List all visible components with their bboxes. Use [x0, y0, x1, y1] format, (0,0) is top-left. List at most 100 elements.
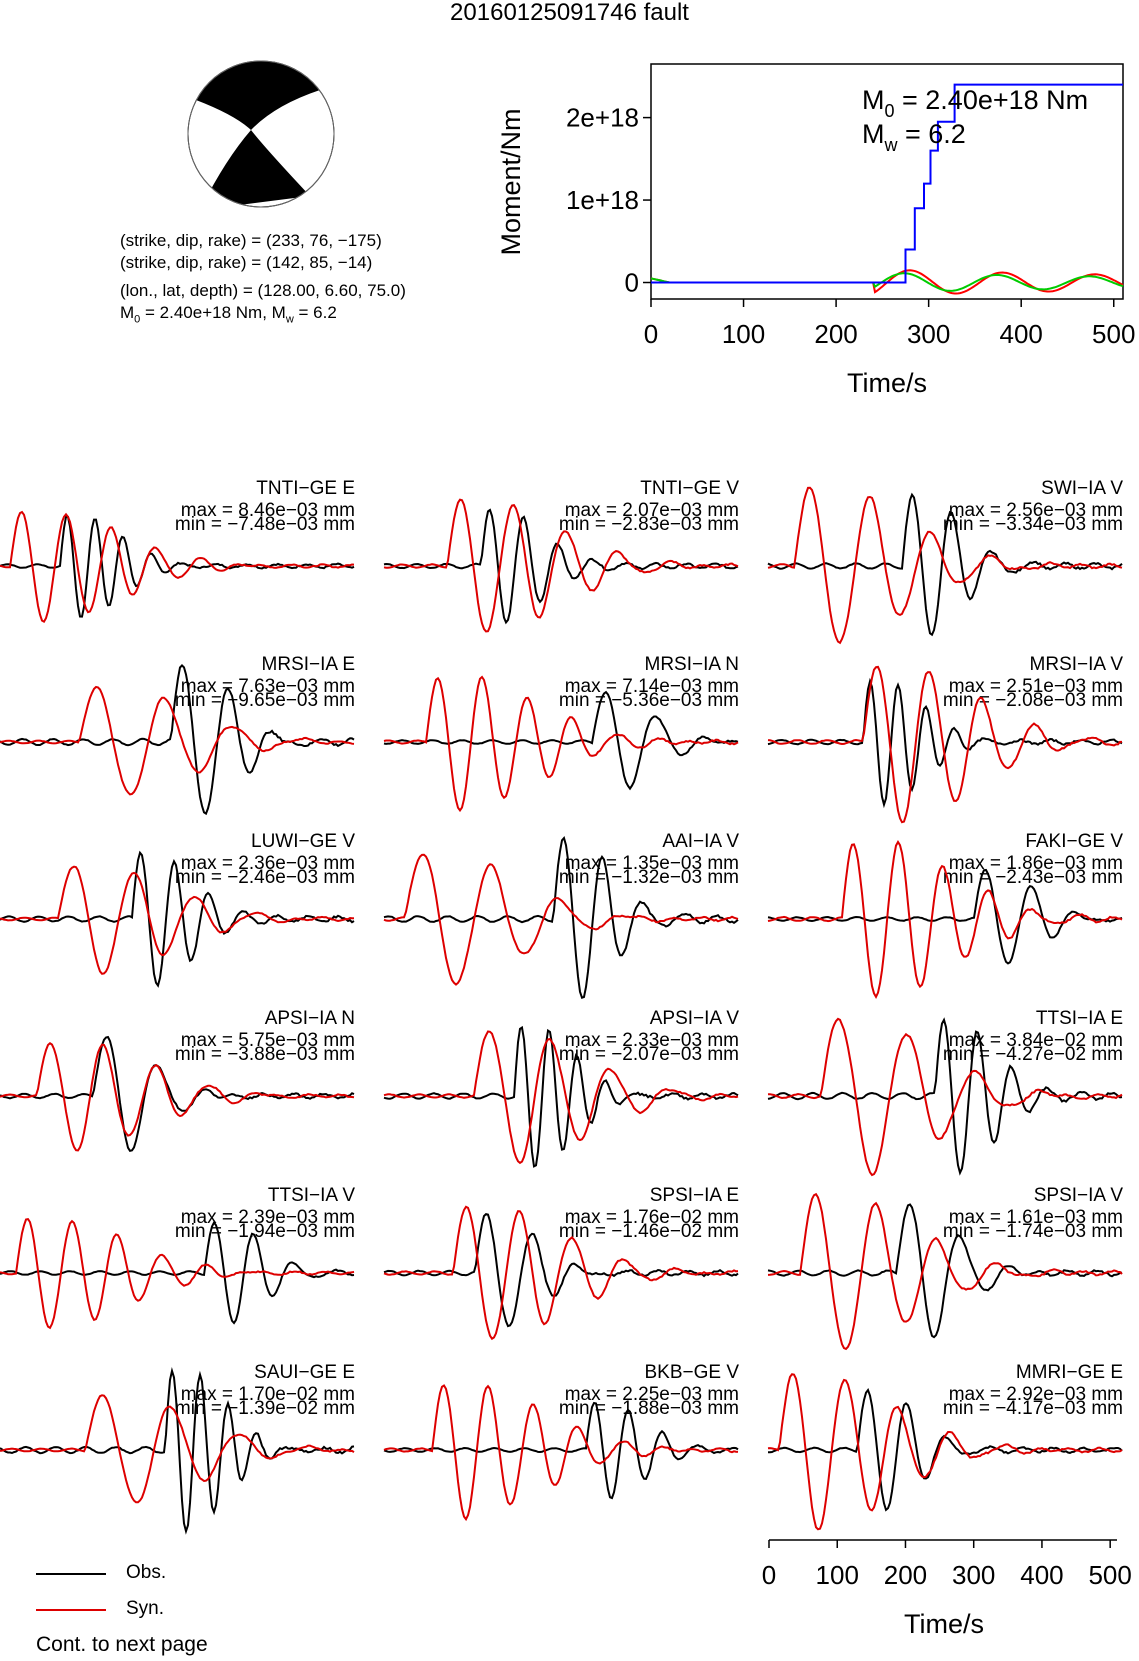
- min-amplitude: min = −1.74e−03 mm: [943, 1221, 1123, 1242]
- fault-plane-2: (strike, dip, rake) = (142, 85, −14): [120, 253, 373, 272]
- min-amplitude: min = −4.27e−02 mm: [943, 1044, 1123, 1065]
- legend-syn-swatch: [36, 1609, 106, 1611]
- source-parameters: (strike, dip, rake) = (233, 76, −175) (s…: [120, 230, 406, 330]
- fault-plane-1: (strike, dip, rake) = (233, 76, −175): [120, 231, 382, 250]
- synthetic-waveform: [0, 1217, 355, 1330]
- synthetic-waveform: [383, 853, 739, 986]
- observed-waveform: [0, 1220, 355, 1325]
- min-amplitude: min = −1.88e−03 mm: [559, 1398, 739, 1419]
- synthetic-waveform: [0, 510, 355, 624]
- observed-waveform: [383, 1025, 739, 1168]
- x-tick-label: 0: [644, 319, 658, 349]
- synthetic-waveform: [767, 840, 1123, 1000]
- station-label: FAKI−GE V: [1025, 831, 1123, 852]
- observed-waveform: [0, 663, 355, 816]
- observed-waveform: [767, 1017, 1123, 1176]
- synthetic-waveform: [383, 1205, 739, 1341]
- min-amplitude: min = −9.65e−03 mm: [175, 690, 355, 711]
- max-amplitude: max = 1.76e−02 mm: [565, 1207, 739, 1228]
- synthetic-waveform: [383, 498, 739, 633]
- station-label: TNTI−GE E: [256, 478, 355, 499]
- legend-syn: Syn.: [36, 1598, 236, 1622]
- max-amplitude: max = 1.35e−03 mm: [565, 853, 739, 874]
- trace-x-tick-label: 100: [816, 1560, 859, 1590]
- min-amplitude: min = −1.39e−02 mm: [175, 1398, 355, 1419]
- station-label: TTSI−IA E: [1036, 1008, 1123, 1029]
- synthetic-waveform: [767, 1373, 1123, 1531]
- max-amplitude: max = 2.92e−03 mm: [949, 1384, 1123, 1405]
- synthetic-waveform: [383, 1384, 739, 1522]
- series-blue-step: [651, 83, 1123, 284]
- station-label: LUWI−GE V: [251, 831, 355, 852]
- synthetic-waveform: [0, 865, 355, 975]
- station-label: SAUI−GE E: [254, 1362, 355, 1383]
- max-amplitude: max = 2.56e−03 mm: [949, 500, 1123, 521]
- min-amplitude: min = −1.46e−02 mm: [559, 1221, 739, 1242]
- y-tick-label: 0: [625, 268, 639, 298]
- max-amplitude: max = 2.07e−03 mm: [565, 500, 739, 521]
- synthetic-waveform: [767, 665, 1122, 824]
- min-amplitude: min = −7.48e−03 mm: [175, 514, 355, 535]
- synthetic-waveform: [383, 675, 739, 813]
- station-label: TTSI−IA V: [268, 1185, 355, 1206]
- legend-obs-swatch: [36, 1573, 106, 1575]
- station-label: MRSI−IA E: [262, 654, 355, 675]
- synthetic-waveform: [0, 1042, 355, 1152]
- continuation-note: Cont. to next page: [36, 1633, 208, 1656]
- max-amplitude: max = 7.63e−03 mm: [181, 676, 355, 697]
- station-label: TNTI−GE V: [640, 478, 739, 499]
- max-amplitude: max = 3.84e−02 mm: [949, 1030, 1123, 1051]
- synthetic-waveform: [0, 1394, 355, 1504]
- trace-axis-label: Time/s: [904, 1609, 984, 1639]
- annotation-mw: Mw = 6.2: [862, 119, 966, 155]
- x-tick-label: 300: [907, 319, 950, 349]
- observed-waveform: [383, 835, 739, 999]
- min-amplitude: min = −2.07e−03 mm: [559, 1044, 739, 1065]
- y-tick-label: 2e+18: [566, 103, 639, 133]
- synthetic-waveform: [767, 486, 1123, 645]
- max-amplitude: max = 2.25e−03 mm: [565, 1384, 739, 1405]
- observed-waveform: [0, 850, 355, 988]
- max-amplitude: max = 2.36e−03 mm: [181, 853, 355, 874]
- moment-summary: M0 = 2.40e+18 Nm, Mw = 6.2: [120, 303, 337, 326]
- synthetic-waveform: [767, 1017, 1123, 1177]
- max-amplitude: max = 7.14e−03 mm: [565, 676, 739, 697]
- legend-obs: Obs.: [36, 1562, 236, 1586]
- min-amplitude: min = −4.17e−03 mm: [943, 1398, 1123, 1419]
- plot-frame: [650, 63, 1124, 300]
- station-label: APSI−IA V: [650, 1008, 740, 1029]
- trace-x-tick-label: 300: [952, 1560, 995, 1590]
- synthetic-waveform: [0, 685, 355, 796]
- hypocenter: (lon., lat, depth) = (128.00, 6.60, 75.0…: [120, 281, 406, 300]
- max-amplitude: max = 8.46e−03 mm: [181, 500, 355, 521]
- min-amplitude: min = −3.34e−03 mm: [943, 514, 1123, 535]
- max-amplitude: max = 5.75e−03 mm: [181, 1030, 355, 1051]
- annotation-m0: M0 = 2.40e+18 Nm: [862, 85, 1088, 121]
- y-tick-label: 1e+18: [566, 185, 639, 215]
- station-label: MRSI−IA V: [1030, 654, 1124, 675]
- x-tick-label: 200: [814, 319, 857, 349]
- trace-x-tick-label: 0: [762, 1560, 776, 1590]
- max-amplitude: max = 1.61e−03 mm: [949, 1207, 1123, 1228]
- max-amplitude: max = 1.70e−02 mm: [181, 1384, 355, 1405]
- station-label: MRSI−IA N: [645, 654, 740, 675]
- min-amplitude: min = −2.46e−03 mm: [175, 867, 355, 888]
- trace-x-tick-label: 500: [1088, 1560, 1131, 1590]
- station-label: APSI−IA N: [265, 1008, 355, 1029]
- station-label: SWI−IA V: [1041, 478, 1123, 499]
- max-amplitude: max = 1.86e−03 mm: [949, 853, 1123, 874]
